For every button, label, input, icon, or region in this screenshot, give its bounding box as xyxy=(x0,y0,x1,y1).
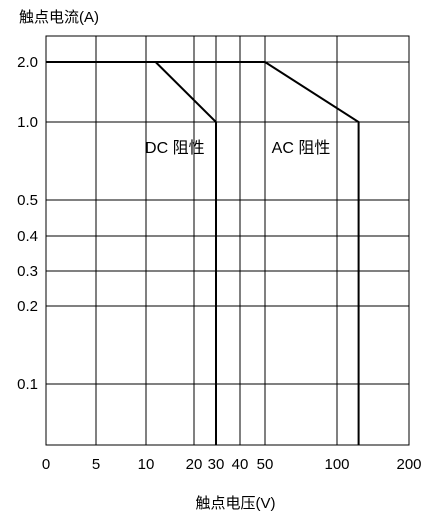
y-axis-title: 触点电流(A) xyxy=(19,9,99,26)
x-tick-label: 100 xyxy=(324,456,349,473)
y-tick-label: 0.1 xyxy=(17,376,38,393)
series-line xyxy=(46,61,360,445)
y-tick-label: 2.0 xyxy=(17,54,38,71)
annotations: DC 阻性 AC 阻性 xyxy=(145,139,330,157)
x-tick-label: 50 xyxy=(257,456,274,473)
series-group xyxy=(46,61,360,445)
series-line xyxy=(46,61,217,445)
y-tick-label: 0.4 xyxy=(17,228,38,245)
x-tick-label: 20 xyxy=(186,456,203,473)
x-tick-label: 200 xyxy=(396,456,421,473)
y-tick-labels: 2.0 1.0 0.5 0.4 0.3 0.2 0.1 xyxy=(17,54,38,393)
plot-area-frame xyxy=(45,35,410,446)
x-tick-label: 30 xyxy=(208,456,225,473)
x-axis-title: 触点电压(V) xyxy=(196,495,276,512)
y-tick-label: 0.3 xyxy=(17,263,38,280)
x-tick-label: 5 xyxy=(92,456,100,473)
y-tick-label: 1.0 xyxy=(17,114,38,131)
x-tick-label: 0 xyxy=(42,456,50,473)
x-tick-label: 10 xyxy=(138,456,155,473)
y-tick-label: 0.5 xyxy=(17,192,38,209)
grid xyxy=(46,36,409,445)
annotation-label: DC 阻性 xyxy=(145,139,205,157)
y-tick-label: 0.2 xyxy=(17,298,38,315)
x-tick-label: 40 xyxy=(232,456,249,473)
annotation-label: AC 阻性 xyxy=(272,139,331,157)
x-tick-labels: 0 5 10 20 30 40 50 100 200 xyxy=(42,456,422,473)
